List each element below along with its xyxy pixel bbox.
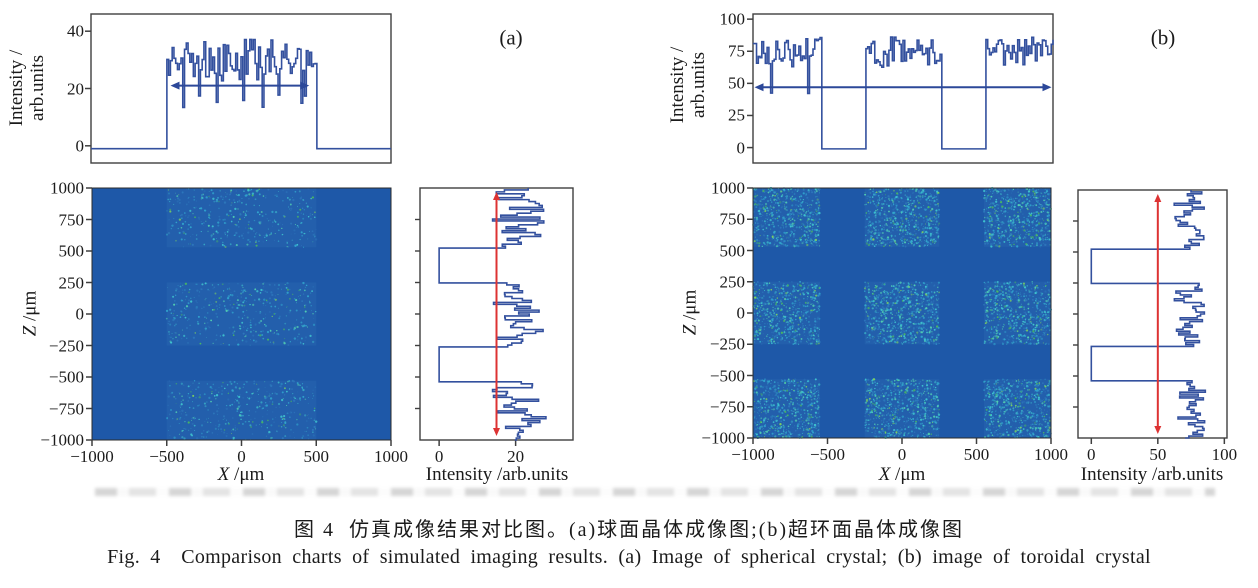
a-map-z-axis-label: Z /μm: [20, 274, 41, 354]
a-map-ztick-500: 500: [58, 241, 85, 261]
b-map-xtick--1000: −1000: [731, 445, 775, 464]
b-map-ztick--250: −250: [709, 334, 745, 354]
panel-b-tag: (b): [1150, 25, 1176, 50]
a-map-zlabel-unit: /μm: [19, 290, 41, 326]
a-map-xtick-0: 0: [237, 447, 246, 466]
a-map-ztick--1000: −1000: [40, 430, 84, 450]
b-top-ytick-75: 75: [728, 41, 745, 61]
b-map-xtick-500: 500: [963, 445, 990, 464]
a-map-ztick-250: 250: [58, 273, 85, 292]
a-map-ztick--500: −500: [48, 367, 84, 387]
b-profile-x-axis-label: Intensity /arb.units: [1080, 464, 1224, 485]
a-map-ztick-1000: 1000: [50, 178, 84, 198]
b-map-xtick-1000: 1000: [1034, 445, 1068, 464]
b-map-zlabel-unit: /μm: [679, 289, 701, 325]
a-map-x-axis-label: X /μm: [218, 464, 265, 486]
b-top-ytick-25: 25: [728, 105, 745, 125]
a-map-xlabel-var: X: [217, 464, 230, 485]
a-top-ylabel-line2: arb.units: [27, 55, 48, 121]
b-map-z-axis-label: Z /μm: [680, 273, 701, 353]
b-map-ztick-500: 500: [719, 241, 746, 260]
a-profile-xtick-0: 0: [434, 447, 444, 466]
b-map-ztick-750: 750: [719, 209, 746, 229]
b-map-xlabel-var: X: [878, 464, 891, 485]
b-map-ztick--750: −750: [709, 397, 745, 417]
a-map-ztick--750: −750: [48, 399, 84, 418]
b-profile-xtick-100: 100: [1211, 445, 1238, 464]
a-map-ztick--250: −250: [48, 336, 84, 355]
a-top-ytick-40: 40: [67, 21, 84, 41]
b-map-ztick--500: −500: [709, 366, 745, 385]
b-profile-xtick-50: 50: [1149, 445, 1167, 464]
a-map-xlabel-unit: /μm: [229, 464, 265, 485]
b-map-ztick--1000: −1000: [701, 428, 745, 448]
b-map-xtick--500: −500: [809, 445, 846, 464]
b-top-ytick-100: 100: [719, 9, 746, 29]
a-map-zlabel-var: Z: [19, 325, 41, 337]
a-map-ztick-750: 750: [58, 210, 85, 229]
b-map-xlabel-unit: /μm: [890, 464, 926, 485]
b-map-ztick-1000: 1000: [711, 178, 745, 198]
a-map-xtick-1000: 1000: [374, 447, 408, 466]
a-top-ytick-20: 20: [67, 79, 84, 98]
b-map-ztick-0: 0: [736, 303, 746, 323]
b-profile-xtick-0: 0: [1087, 445, 1096, 464]
b-map-ztick-250: 250: [719, 272, 746, 292]
a-top-y-axis-label: Intensity / arb.units: [6, 8, 48, 168]
a-map-ztick-0: 0: [75, 304, 85, 324]
b-top-ylabel-line1: Intensity /: [667, 46, 688, 124]
a-top-ylabel-line1: Intensity /: [6, 49, 27, 127]
b-map-xtick-0: 0: [897, 445, 907, 464]
a-map-xtick--1000: −1000: [70, 447, 114, 466]
print-showthrough-artifact: [95, 488, 1215, 496]
a-map-xtick--500: −500: [149, 447, 185, 466]
a-profile-x-axis-label: Intensity /arb.units: [425, 464, 569, 485]
figure-caption-chinese: 图 4 仿真成像结果对比图。(a)球面晶体成像图;(b)超环面晶体成像图: [293, 519, 965, 541]
a-map-xtick-500: 500: [303, 447, 330, 466]
b-map-x-axis-label: X /μm: [879, 464, 926, 486]
a-top-ytick-0: 0: [75, 136, 85, 156]
panel-a-tag: (a): [499, 25, 523, 50]
b-top-ylabel-line2: arb.units: [688, 52, 709, 118]
b-top-ytick-50: 50: [728, 73, 745, 93]
b-top-ytick-0: 0: [736, 138, 746, 158]
figure-caption-english: Fig. 4 Comparison charts of simulated im…: [107, 546, 1151, 568]
b-map-zlabel-var: Z: [679, 324, 701, 336]
b-top-y-axis-label: Intensity / arb.units: [667, 5, 709, 165]
a-profile-xtick-20: 20: [507, 447, 525, 466]
